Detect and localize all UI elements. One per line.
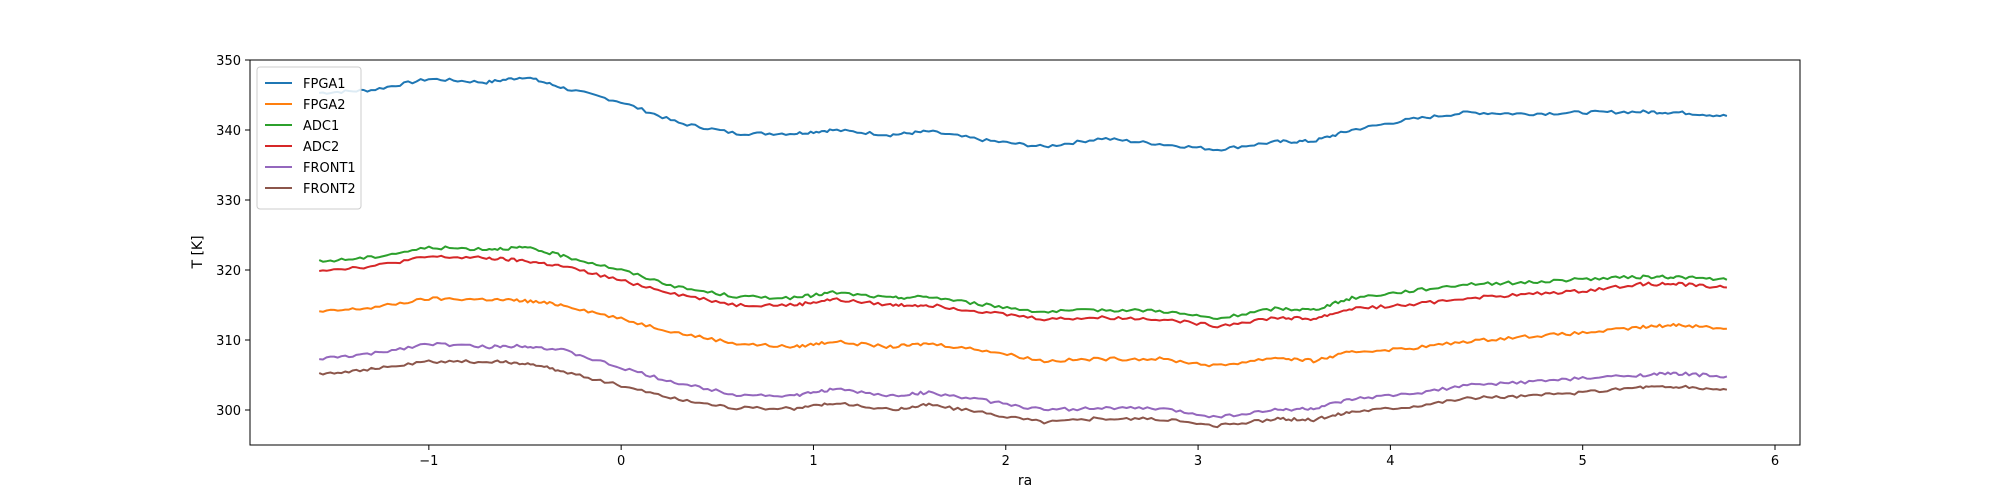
legend-label-adc1: ADC1 [303,119,339,134]
series-line-front1 [319,342,1728,419]
plot-frame [249,59,1801,446]
x-tick-label: 3 [1194,454,1202,469]
x-tick-label: 4 [1386,454,1394,469]
x-tick-label: 6 [1771,454,1779,469]
x-tick-label: 1 [809,454,817,469]
legend-label-front2: FRONT2 [303,182,356,197]
y-tick-label: 300 [216,404,241,419]
series-line-fpga1 [319,76,1728,152]
series-layer [318,76,1728,429]
x-tick-label: 5 [1579,454,1587,469]
y-tick-label: 350 [216,54,241,69]
x-tick-label: 0 [617,454,625,469]
legend-label-adc2: ADC2 [303,140,339,155]
y-tick-label: 320 [216,264,241,279]
y-tick-label: 330 [216,194,241,209]
legend-label-fpga1: FPGA1 [303,77,346,92]
legend: FPGA1 FPGA2 ADC1 ADC2 FRONT1 FRONT2 [256,66,362,210]
y-tick-label: 340 [216,124,241,139]
series-line-adc2 [319,254,1727,329]
legend-box [256,66,362,210]
x-tick-label: −1 [419,454,438,469]
series-line-front2 [318,359,1728,429]
series-line-adc1 [318,245,1728,320]
y-axis: 300 310 320 330 340 350 [216,54,250,419]
legend-label-front1: FRONT1 [303,161,356,176]
series-line-fpga2 [319,296,1727,368]
y-tick-label: 310 [216,334,241,349]
x-axis-label: ra [1018,473,1032,489]
legend-label-fpga2: FPGA2 [303,98,346,113]
x-axis: −1 0 1 2 3 4 5 6 [419,445,1779,469]
y-axis-label: T [K] [190,235,206,269]
x-tick-label: 2 [1002,454,1010,469]
